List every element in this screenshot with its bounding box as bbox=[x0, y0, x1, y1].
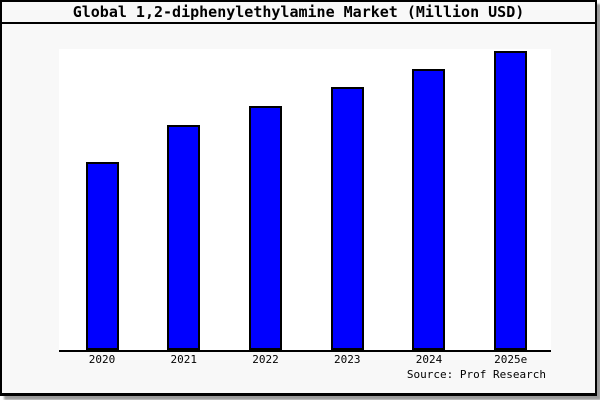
x-axis-labels: 2020 2021 2022 2023 2024 2025e bbox=[59, 353, 551, 369]
plot-area bbox=[59, 49, 551, 352]
x-tick-label-2020: 2020 bbox=[88, 353, 116, 366]
bar-2021 bbox=[167, 124, 201, 350]
chart-title: Global 1,2-diphenylethylamine Market (Mi… bbox=[2, 2, 595, 24]
bar-2025e bbox=[494, 50, 528, 350]
x-tick-label-2023: 2023 bbox=[333, 353, 361, 366]
x-tick-label-2022: 2022 bbox=[252, 353, 279, 366]
bar-2020 bbox=[85, 161, 119, 350]
source-label: Source: Prof Research bbox=[406, 368, 546, 381]
bar-2023 bbox=[330, 86, 364, 350]
x-tick-label-2025e: 2025e bbox=[494, 353, 528, 366]
x-tick-label-2021: 2021 bbox=[170, 353, 197, 366]
x-tick-label-2024: 2024 bbox=[415, 353, 443, 366]
bar-2022 bbox=[248, 105, 282, 350]
bar-2024 bbox=[412, 69, 446, 350]
